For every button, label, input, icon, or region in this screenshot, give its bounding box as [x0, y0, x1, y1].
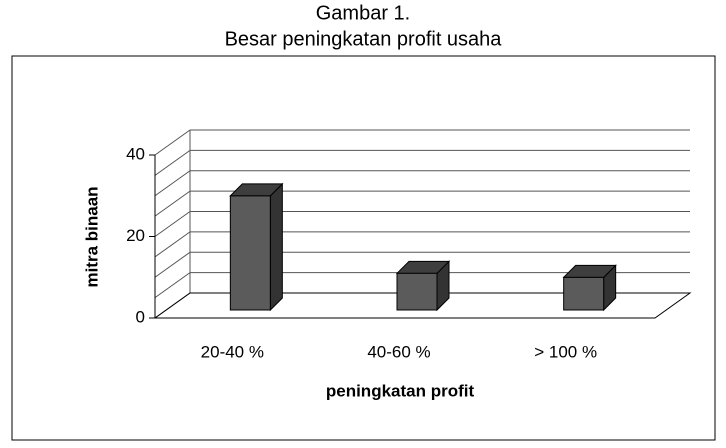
x-axis-label: peningkatan profit [326, 381, 475, 400]
grid-line [154, 211, 191, 237]
bar-side [269, 182, 283, 312]
bar [229, 195, 271, 311]
x-tick-label: 40-60 % [367, 342, 430, 361]
chart-frame [11, 55, 716, 441]
x-tick-label: 20-40 % [201, 342, 264, 361]
y-tick-label: 40 [126, 144, 145, 163]
chart-title: Gambar 1. [316, 2, 410, 24]
grid-line [154, 190, 191, 217]
grid-line [154, 272, 191, 299]
grid-line [154, 231, 191, 258]
y-tick-label: 0 [136, 307, 145, 326]
grid-line [154, 129, 191, 156]
grid-line [154, 149, 191, 176]
y-tick-label: 20 [126, 226, 145, 245]
bar [563, 276, 605, 311]
x-tick-label: > 100 % [534, 342, 597, 361]
bar [396, 272, 438, 311]
floor [153, 292, 692, 319]
grid-line [154, 170, 191, 197]
grid-line [154, 251, 191, 278]
y-axis-label: mitra binaan [82, 186, 101, 287]
chart-subtitle: Besar peningkatan profit usaha [225, 28, 503, 50]
